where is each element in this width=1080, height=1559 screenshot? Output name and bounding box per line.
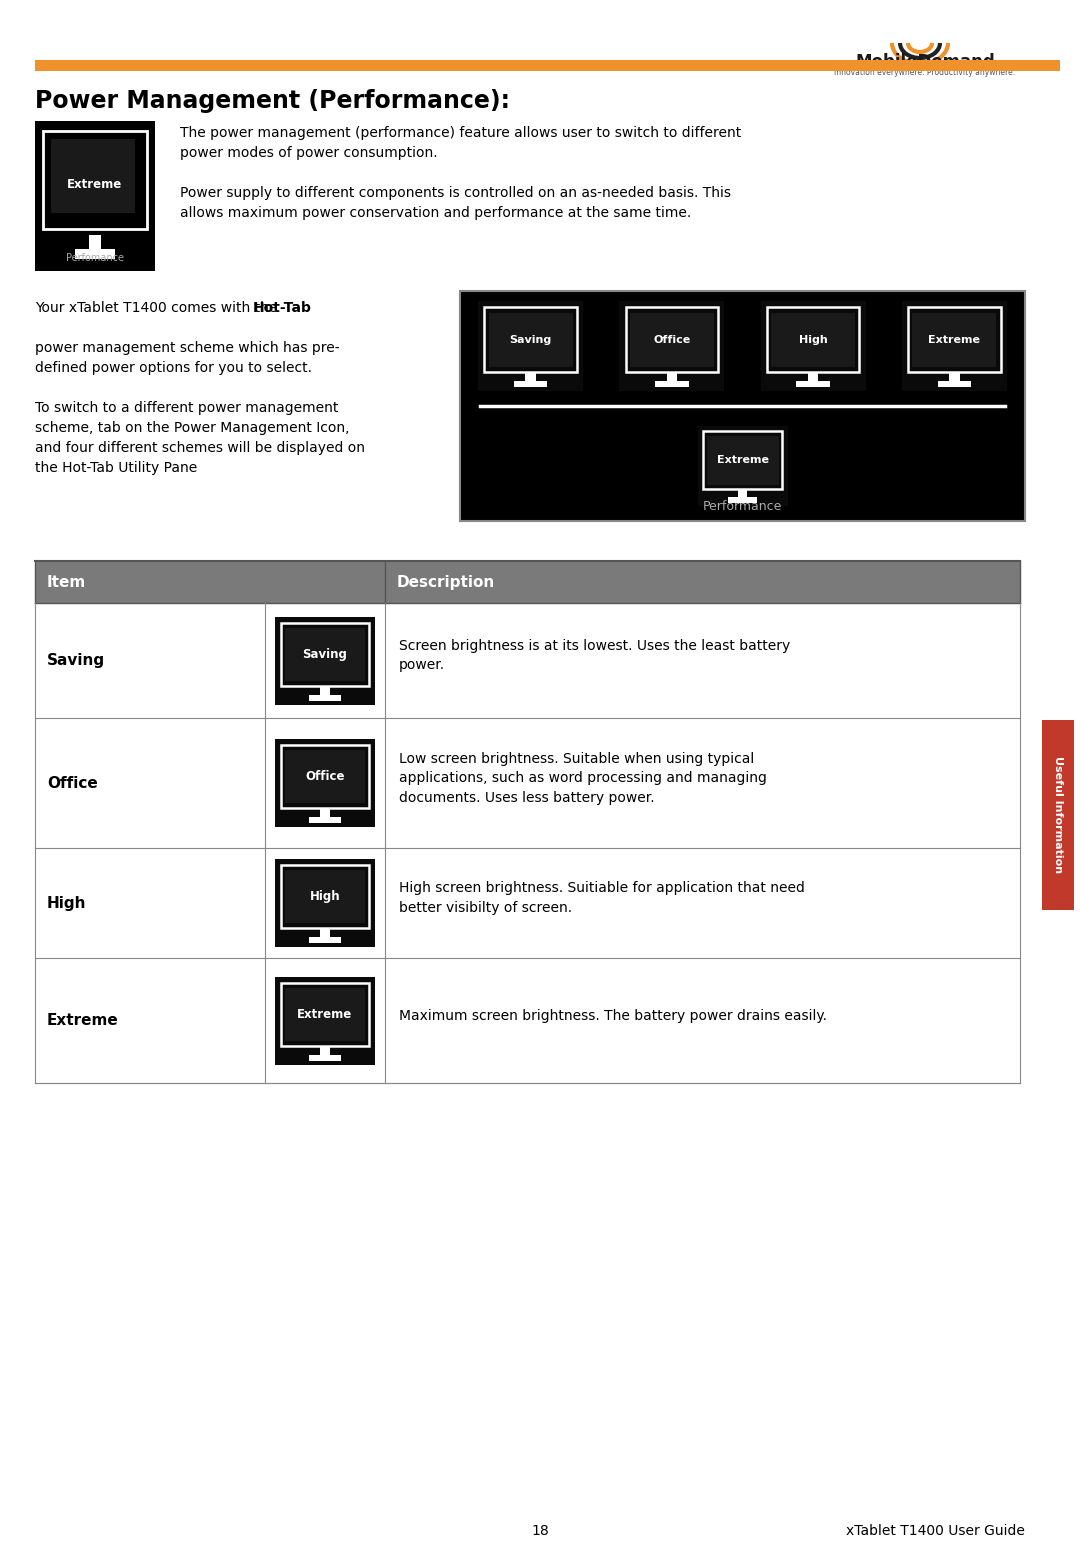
Text: Extreme: Extreme	[48, 1013, 119, 1027]
Bar	[35, 719, 1020, 848]
Bar	[320, 686, 330, 695]
Bar	[460, 292, 1025, 521]
Bar	[309, 1054, 341, 1060]
Bar	[706, 437, 779, 485]
Bar	[51, 139, 135, 212]
Bar	[275, 739, 375, 826]
Bar	[275, 976, 375, 1065]
Bar	[698, 426, 787, 507]
Bar	[514, 380, 548, 387]
Text: power management scheme which has pre-
defined power options for you to select.
: power management scheme which has pre- d…	[35, 321, 365, 475]
Bar	[35, 603, 1020, 719]
Text: MobileDemand: MobileDemand	[855, 53, 995, 72]
Text: Extreme: Extreme	[929, 335, 981, 345]
Bar	[309, 937, 341, 943]
Bar	[285, 987, 365, 1041]
Text: Hot-Tab: Hot-Tab	[253, 301, 312, 315]
Text: High: High	[48, 895, 86, 910]
Bar	[35, 848, 1020, 957]
Bar	[728, 497, 757, 502]
Bar	[760, 301, 866, 391]
Text: High screen brightness. Suitiable for application that need
better visibilty of : High screen brightness. Suitiable for ap…	[399, 881, 805, 915]
Bar	[771, 312, 855, 366]
Bar	[1042, 720, 1074, 910]
Bar	[43, 131, 147, 229]
Bar	[478, 301, 583, 391]
Bar	[656, 380, 689, 387]
Text: Useful Information: Useful Information	[1053, 756, 1063, 873]
Bar	[630, 312, 714, 366]
Bar	[35, 957, 1020, 1084]
Bar	[309, 817, 341, 823]
Bar	[75, 249, 114, 259]
Text: Power Management (Performance):: Power Management (Performance):	[35, 89, 510, 112]
Bar	[275, 616, 375, 705]
Bar	[738, 490, 747, 497]
Bar	[796, 380, 829, 387]
Text: High: High	[310, 890, 340, 903]
Text: Screen brightness is at its lowest. Uses the least battery
power.: Screen brightness is at its lowest. Uses…	[399, 639, 791, 672]
Bar	[460, 292, 1025, 521]
Text: Office: Office	[48, 775, 98, 790]
Text: Description: Description	[397, 575, 496, 589]
Text: The power management (performance) feature allows user to switch to different
po: The power management (performance) featu…	[180, 126, 741, 220]
Bar	[937, 380, 971, 387]
Bar	[35, 59, 1059, 72]
Bar	[320, 809, 330, 817]
Text: Extreme: Extreme	[716, 455, 769, 465]
Text: Your xTablet T1400 comes with the: Your xTablet T1400 comes with the	[35, 301, 282, 315]
Bar	[913, 312, 997, 366]
Text: Perfomance: Perfomance	[66, 253, 124, 263]
Bar	[89, 235, 102, 249]
Bar	[619, 301, 725, 391]
Bar	[666, 373, 677, 380]
Text: Office: Office	[653, 335, 690, 345]
Bar	[35, 561, 1020, 603]
Bar	[320, 1046, 330, 1054]
Bar	[320, 928, 330, 937]
Text: Maximum screen brightness. The battery power drains easily.: Maximum screen brightness. The battery p…	[399, 1009, 827, 1023]
Bar	[275, 859, 375, 946]
Bar	[525, 373, 536, 380]
Text: Office: Office	[306, 770, 345, 783]
Text: Extreme: Extreme	[67, 178, 123, 190]
Bar	[488, 312, 572, 366]
Text: Saving: Saving	[510, 335, 552, 345]
Text: Saving: Saving	[48, 653, 105, 667]
Bar	[35, 122, 156, 271]
Text: Performance: Performance	[703, 500, 782, 513]
Text: Saving: Saving	[302, 647, 348, 661]
Bar	[949, 373, 960, 380]
Text: 18: 18	[531, 1525, 549, 1539]
Bar	[285, 870, 365, 923]
Bar	[808, 373, 819, 380]
Bar	[309, 695, 341, 702]
Text: Low screen brightness. Suitable when using typical
applications, such as word pr: Low screen brightness. Suitable when usi…	[399, 751, 767, 804]
Text: High: High	[799, 335, 827, 345]
Text: Extreme: Extreme	[297, 1007, 353, 1021]
Text: Item: Item	[48, 575, 86, 589]
Bar	[285, 628, 365, 681]
Text: Innovation everywhere. Productivity anywhere.: Innovation everywhere. Productivity anyw…	[835, 69, 1015, 76]
Text: xTablet T1400 User Guide: xTablet T1400 User Guide	[846, 1525, 1025, 1539]
Bar	[285, 750, 365, 803]
Bar	[902, 301, 1007, 391]
